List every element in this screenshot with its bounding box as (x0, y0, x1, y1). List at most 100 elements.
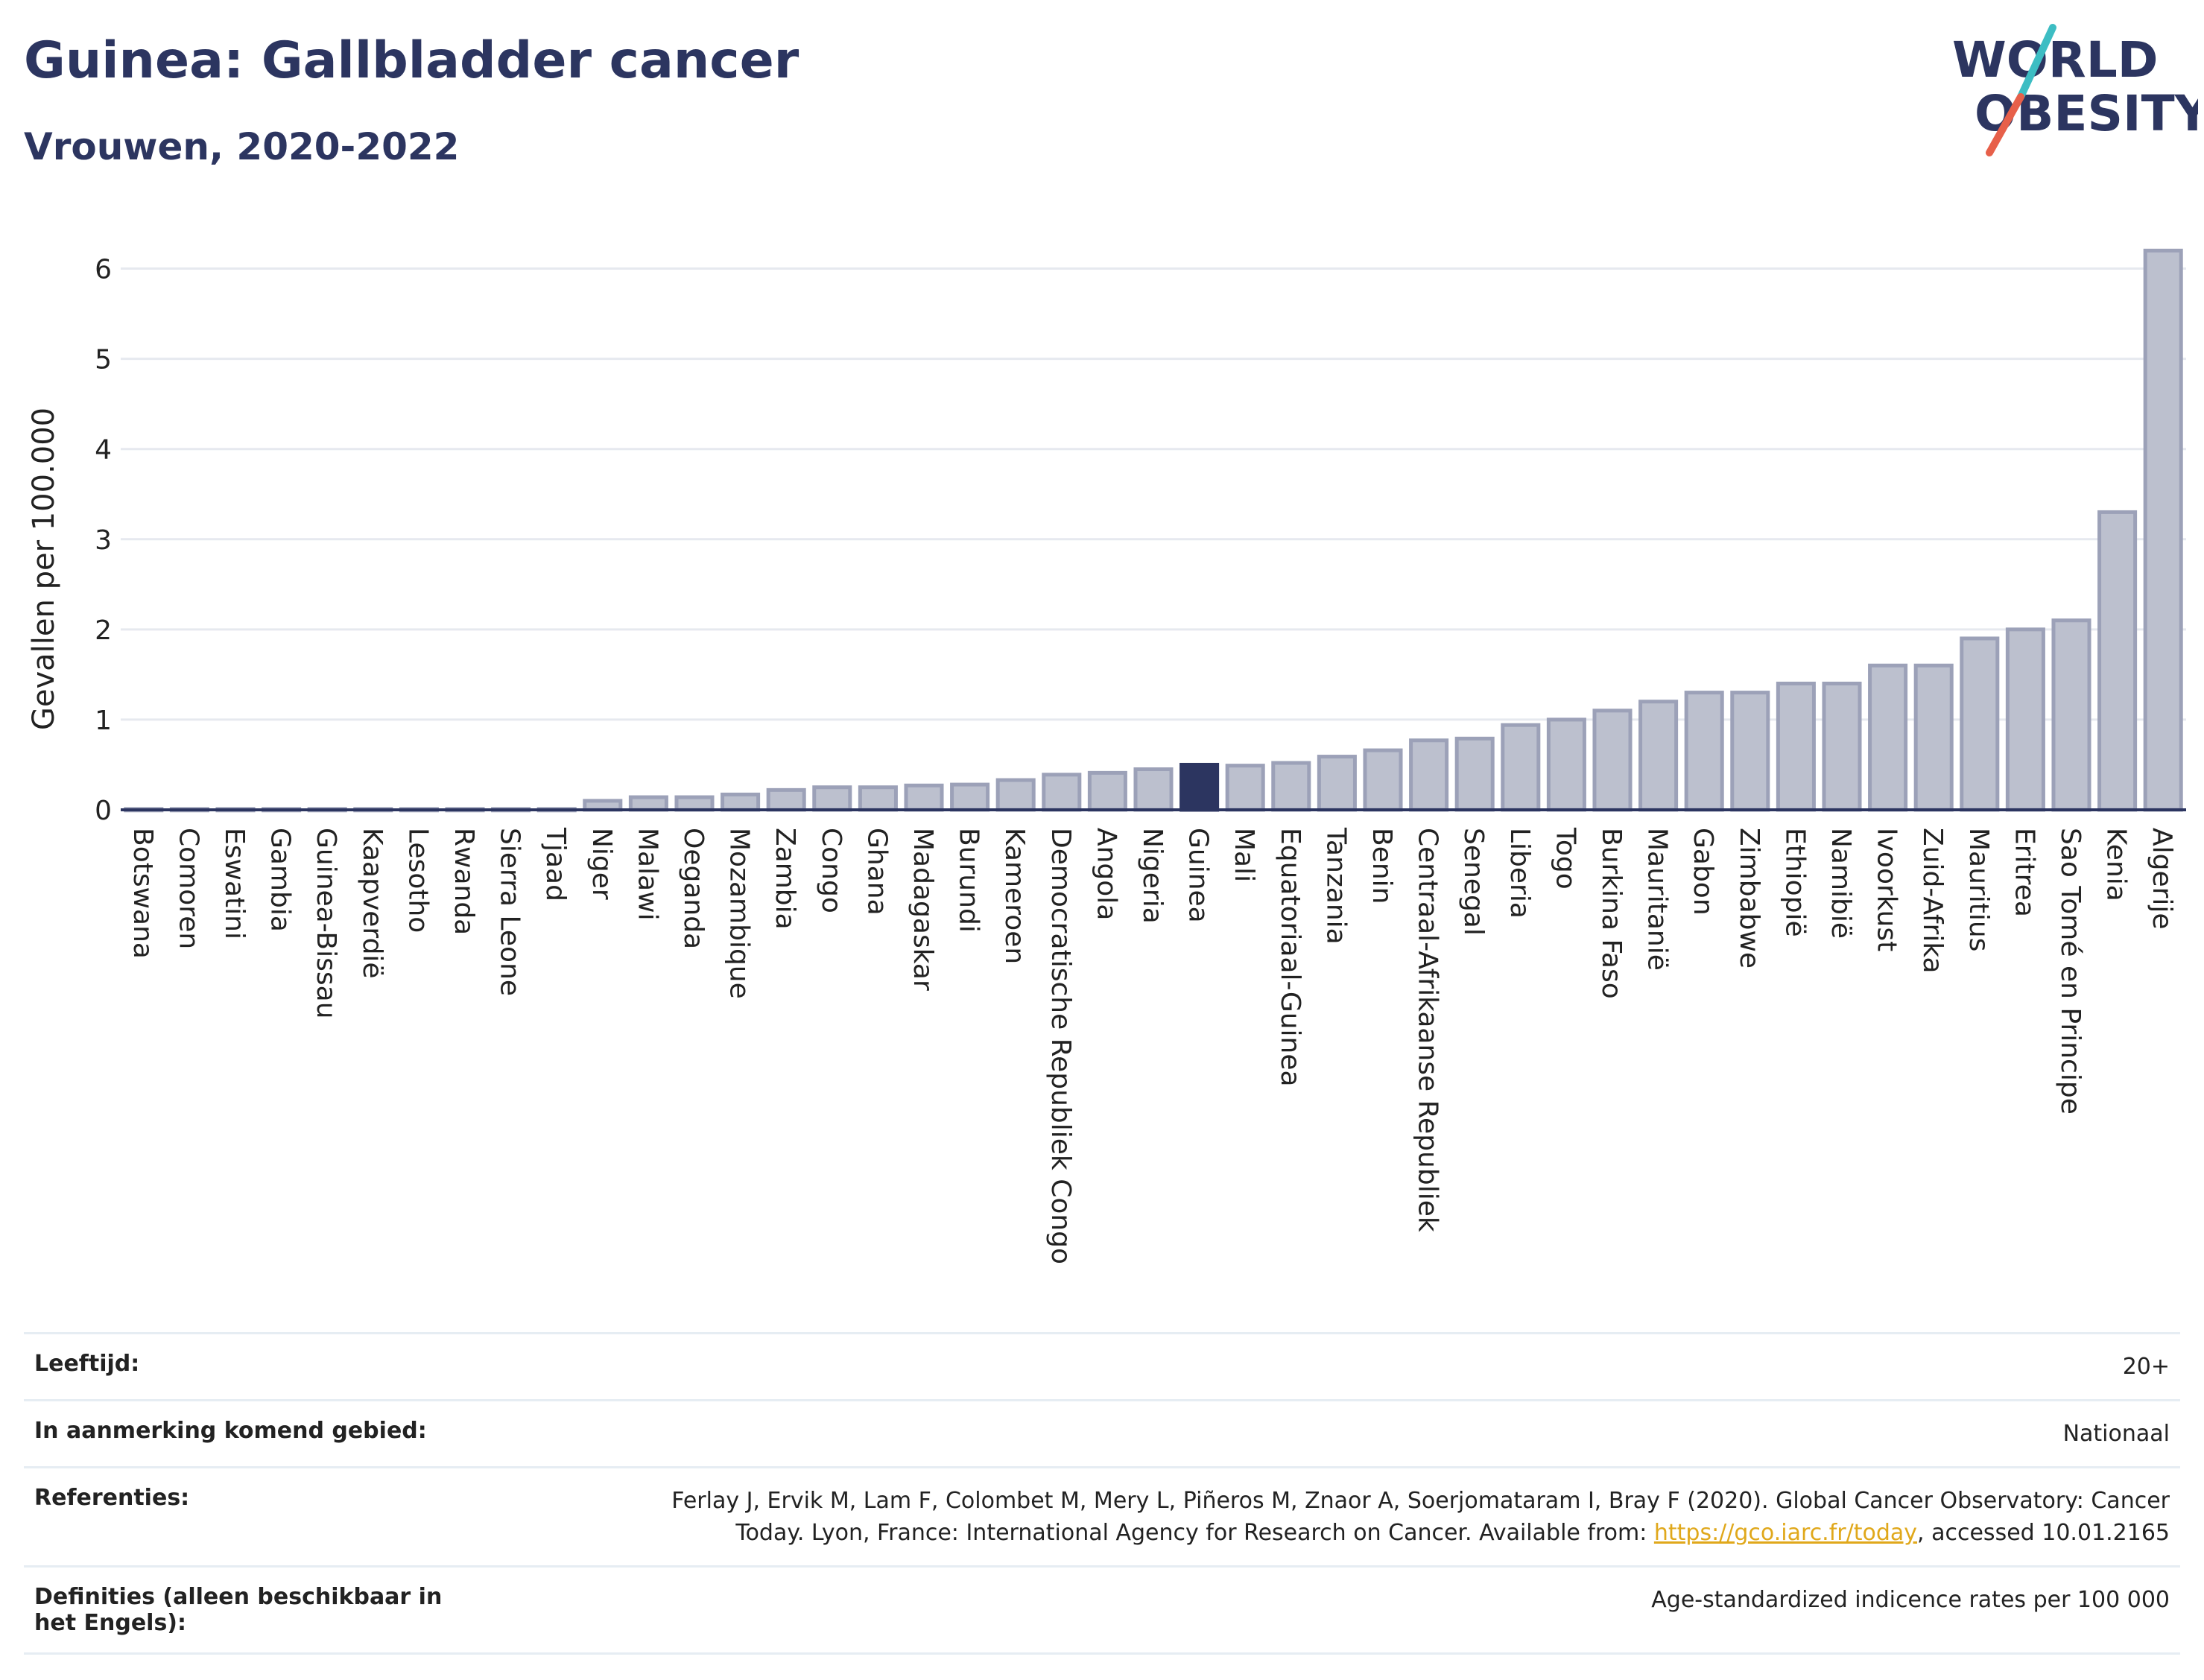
x-tick-label: Burundi (954, 828, 984, 933)
bar-tanzania (1317, 755, 1357, 812)
bar-chart: 0 1 2 3 4 5 6 Gevallen per 100.000 Botswana Comor… (27, 248, 2186, 1264)
x-tick-label: Togo (1550, 827, 1580, 890)
bar-congo (812, 785, 852, 812)
x-tick-label: Algerije (2147, 828, 2177, 930)
age-value: 20+ (492, 1332, 2180, 1401)
references-text-1: Ferlay J, Ervik M, Lam F, Colombet M, Me… (671, 1488, 2170, 1514)
x-tick-label: Kaapverdië (357, 828, 387, 979)
bar-ivoorkust (1868, 663, 1908, 812)
y-tick-label: 3 (95, 525, 112, 556)
x-tick-label: Centraal-Afrikaanse Republiek (1413, 828, 1443, 1232)
y-tick-label: 6 (95, 255, 112, 285)
chart-subtitle: Vrouwen, 2020-2022 (24, 125, 460, 168)
info-row-references: Referenties: Ferlay J, Ervik M, Lam F, C… (24, 1466, 2180, 1567)
y-tick-label: 0 (95, 796, 112, 826)
x-tick-label: Eswatini (219, 828, 250, 939)
bar-gabon (1684, 691, 1724, 812)
bar-ghana (858, 785, 898, 812)
x-tick-label: Madagaskar (908, 828, 938, 991)
bar-mali (1225, 764, 1265, 812)
info-row-area: In aanmerking komend gebied: Nationaal (24, 1399, 2180, 1468)
bar-oeganda (674, 795, 715, 812)
chart-title: Guinea: Gallbladder cancer (24, 31, 799, 90)
x-tick-label: Rwanda (449, 828, 479, 935)
bar-liberia (1501, 723, 1541, 812)
bar-algerije (2143, 248, 2183, 812)
info-row-definitions: Definities (alleen beschikbaar in het En… (24, 1565, 2180, 1655)
x-tick-label: Angola (1091, 828, 1121, 920)
x-tick-label: Tjaad (540, 827, 571, 901)
x-tick-label: Eritrea (2009, 828, 2039, 917)
bar-angola (1087, 770, 1127, 812)
age-label: Leeftijd: (24, 1332, 492, 1401)
y-axis-label: Gevallen per 100.000 (27, 408, 61, 730)
references-label: Referenties: (24, 1466, 492, 1567)
x-tick-label: Equatoriaal-Guinea (1275, 828, 1305, 1087)
bar-zuid-afrika (1913, 663, 1954, 812)
x-tick-label: Sierra Leone (495, 828, 525, 996)
x-tick-label: Kenia (2101, 828, 2132, 901)
x-tick-label: Niger (586, 828, 617, 900)
bar-eritrea (2005, 627, 2045, 812)
x-tick-label: Botswana (127, 828, 158, 959)
references-value: Ferlay J, Ervik M, Lam F, Colombet M, Me… (492, 1466, 2180, 1567)
x-tick-label: Ethiopië (1779, 828, 1810, 937)
x-tick-label: Zimbabwe (1734, 828, 1764, 969)
bar-centraal-afrikaanse-republiek (1409, 738, 1449, 812)
y-tick-label: 1 (95, 706, 112, 736)
area-label: In aanmerking komend gebied: (24, 1399, 492, 1468)
x-tick-label: Zambia (770, 828, 800, 930)
logo-text-world: WORLD (1952, 31, 2159, 89)
bar-kenia (2097, 510, 2138, 812)
bar-burundi (950, 782, 990, 812)
bar-benin (1363, 748, 1403, 812)
references-text-3: , accessed 10.01.2165 (1917, 1520, 2170, 1546)
x-tick-label: Tanzania (1320, 827, 1351, 945)
bar-senegal (1454, 736, 1495, 812)
y-tick-label: 5 (95, 345, 112, 375)
definitions-label: Definities (alleen beschikbaar in het En… (24, 1565, 492, 1655)
x-tick-label: Comoren (173, 828, 203, 949)
references-link[interactable]: https://gco.iarc.fr/today (1653, 1520, 1918, 1546)
x-tick-label: Mozambique (724, 828, 755, 999)
x-tick-label: Senegal (1458, 828, 1489, 936)
bar-namibi- (1822, 681, 1862, 812)
references-text-2: Today. Lyon, France: International Agenc… (735, 1520, 1654, 1546)
x-tick-label: Mauritius (1963, 828, 1994, 951)
bar-mauritani- (1638, 700, 1679, 812)
x-tick-label: Malawi (632, 828, 662, 921)
bar-togo (1546, 717, 1586, 812)
bar-ethiopi- (1776, 681, 1816, 812)
bar-zimbabwe (1730, 691, 1770, 812)
bar-nigeria (1133, 767, 1174, 812)
x-tick-label: Liberia (1504, 828, 1535, 919)
x-tick-label: Nigeria (1137, 828, 1168, 924)
info-row-age: Leeftijd: 20+ (24, 1332, 2180, 1401)
x-tick-label: Ivoorkust (1872, 828, 1902, 951)
bar-mauritius (1960, 636, 2000, 812)
bar-mozambique (721, 792, 761, 812)
bar-sao-tom-en-principe (2051, 618, 2091, 812)
x-tick-label: Lesotho (402, 828, 433, 933)
bar-democratische-republiek-congo (1042, 773, 1082, 812)
area-value: Nationaal (492, 1399, 2180, 1468)
x-tick-label: Mali (1229, 828, 1259, 882)
x-tick-label: Zuid-Afrika (1917, 828, 1948, 974)
bar-guinea (1179, 762, 1220, 812)
logo-slash-bottom (1986, 93, 2024, 156)
definitions-value: Age-standardized indicence rates per 100… (492, 1565, 2180, 1655)
y-tick-label: 4 (95, 435, 112, 466)
x-tick-label: Gambia (265, 828, 296, 932)
x-tick-label: Kameroen (999, 828, 1030, 964)
x-tick-label: Gabon (1688, 828, 1718, 916)
bar-kameroen (995, 778, 1036, 812)
logo-slash-top (2017, 24, 2056, 101)
x-tick-label: Benin (1367, 828, 1397, 904)
y-tick-label: 2 (95, 615, 112, 646)
bar-zambia (766, 787, 806, 812)
info-table: Leeftijd: 20+ In aanmerking komend gebie… (24, 1332, 2180, 1655)
x-tick-label: Namibië (1825, 828, 1856, 939)
x-tick-label: Guinea-Bissau (311, 828, 341, 1019)
world-obesity-logo: WORLD OBESITY (1952, 24, 2198, 156)
bar-madagaskar (904, 783, 944, 812)
